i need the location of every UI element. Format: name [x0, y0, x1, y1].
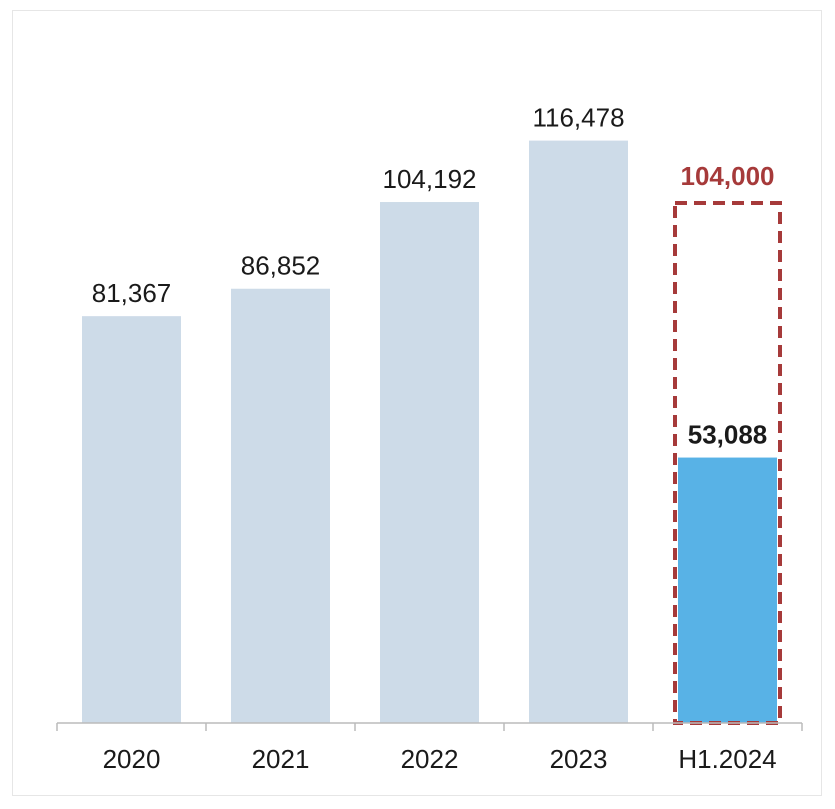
category-label: 2022 [401, 744, 459, 774]
category-label: H1.2024 [678, 744, 776, 774]
value-label: 104,192 [383, 164, 477, 194]
x-axis: 2020 2021 2022 2023 H1.2024 [56, 722, 803, 774]
bar-2021 [231, 288, 330, 723]
category-label: 2021 [252, 744, 310, 774]
category-label: 2020 [103, 744, 161, 774]
bar-2022 [380, 202, 479, 724]
bar-2023 [529, 140, 628, 724]
bar-2020 [82, 316, 181, 723]
bar-h1-2024 [678, 457, 777, 723]
category-label: 2023 [550, 744, 608, 774]
bars-group [82, 140, 782, 725]
target-value-label: 104,000 [681, 161, 775, 191]
value-label: 86,852 [241, 251, 321, 281]
value-labels-group: 81,367 86,852 104,192 116,478 53,088 104,000 [92, 103, 775, 450]
value-label: 81,367 [92, 278, 172, 308]
value-label: 53,088 [688, 420, 768, 450]
value-label: 116,478 [532, 103, 624, 133]
target-outline [673, 201, 782, 725]
